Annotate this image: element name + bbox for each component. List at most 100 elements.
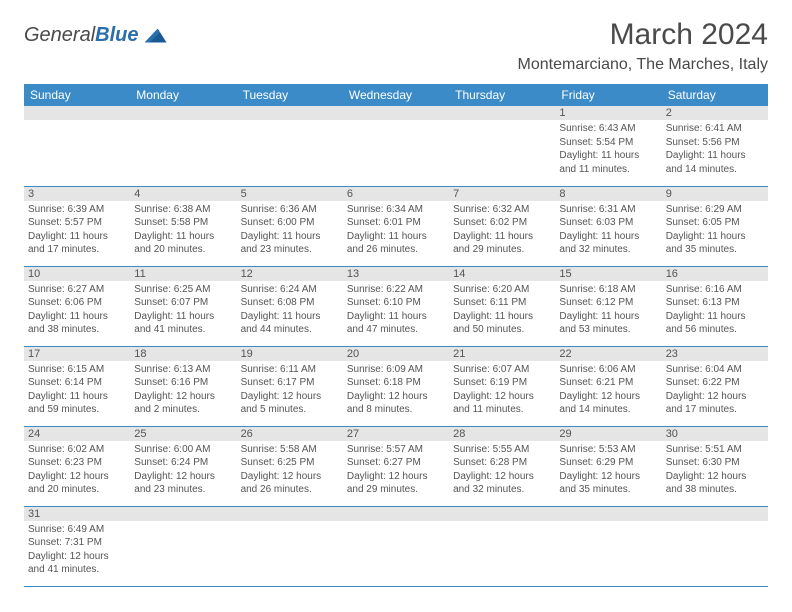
day-cell (662, 506, 768, 586)
sunrise-text: Sunrise: 6:32 AM (453, 203, 551, 217)
day-number (237, 507, 343, 521)
day-cell: 29Sunrise: 5:53 AMSunset: 6:29 PMDayligh… (555, 426, 661, 506)
sunset-text: Sunset: 6:06 PM (28, 296, 126, 310)
logo: GeneralBlue (24, 24, 167, 47)
day-details: Sunrise: 6:11 AMSunset: 6:17 PMDaylight:… (237, 361, 343, 421)
day-number: 6 (343, 187, 449, 201)
daylight-text: Daylight: 11 hours and 47 minutes. (347, 310, 445, 337)
sunset-text: Sunset: 6:24 PM (134, 456, 232, 470)
week-row: 1Sunrise: 6:43 AMSunset: 5:54 PMDaylight… (24, 106, 768, 186)
location-subtitle: Montemarciano, The Marches, Italy (518, 56, 768, 74)
day-header-cell: Saturday (662, 84, 768, 106)
daylight-text: Daylight: 11 hours and 35 minutes. (666, 230, 764, 257)
day-number: 29 (555, 427, 661, 441)
day-number: 8 (555, 187, 661, 201)
daylight-text: Daylight: 12 hours and 2 minutes. (134, 390, 232, 417)
day-details: Sunrise: 5:53 AMSunset: 6:29 PMDaylight:… (555, 441, 661, 501)
day-header-cell: Tuesday (237, 84, 343, 106)
day-details: Sunrise: 5:58 AMSunset: 6:25 PMDaylight:… (237, 441, 343, 501)
daylight-text: Daylight: 12 hours and 11 minutes. (453, 390, 551, 417)
daylight-text: Daylight: 11 hours and 41 minutes. (134, 310, 232, 337)
daylight-text: Daylight: 11 hours and 20 minutes. (134, 230, 232, 257)
day-details: Sunrise: 6:13 AMSunset: 6:16 PMDaylight:… (130, 361, 236, 421)
day-cell: 31Sunrise: 6:49 AMSunset: 7:31 PMDayligh… (24, 506, 130, 586)
day-details: Sunrise: 5:51 AMSunset: 6:30 PMDaylight:… (662, 441, 768, 501)
sunset-text: Sunset: 5:58 PM (134, 216, 232, 230)
day-details: Sunrise: 6:29 AMSunset: 6:05 PMDaylight:… (662, 201, 768, 261)
day-number: 22 (555, 347, 661, 361)
day-details: Sunrise: 6:07 AMSunset: 6:19 PMDaylight:… (449, 361, 555, 421)
day-details: Sunrise: 6:18 AMSunset: 6:12 PMDaylight:… (555, 281, 661, 341)
day-cell: 20Sunrise: 6:09 AMSunset: 6:18 PMDayligh… (343, 346, 449, 426)
day-cell: 3Sunrise: 6:39 AMSunset: 5:57 PMDaylight… (24, 186, 130, 266)
daylight-text: Daylight: 11 hours and 50 minutes. (453, 310, 551, 337)
day-number (24, 106, 130, 120)
day-number: 12 (237, 267, 343, 281)
day-cell (237, 506, 343, 586)
sunrise-text: Sunrise: 6:04 AM (666, 363, 764, 377)
day-number: 19 (237, 347, 343, 361)
day-cell: 6Sunrise: 6:34 AMSunset: 6:01 PMDaylight… (343, 186, 449, 266)
day-details: Sunrise: 6:36 AMSunset: 6:00 PMDaylight:… (237, 201, 343, 261)
day-cell: 26Sunrise: 5:58 AMSunset: 6:25 PMDayligh… (237, 426, 343, 506)
sunrise-text: Sunrise: 6:34 AM (347, 203, 445, 217)
sunset-text: Sunset: 6:29 PM (559, 456, 657, 470)
day-number: 26 (237, 427, 343, 441)
sunrise-text: Sunrise: 6:25 AM (134, 283, 232, 297)
sunset-text: Sunset: 6:17 PM (241, 376, 339, 390)
sunset-text: Sunset: 6:11 PM (453, 296, 551, 310)
sunset-text: Sunset: 6:14 PM (28, 376, 126, 390)
day-header-cell: Monday (130, 84, 236, 106)
daylight-text: Daylight: 12 hours and 32 minutes. (453, 470, 551, 497)
day-cell (24, 106, 130, 186)
day-details: Sunrise: 6:00 AMSunset: 6:24 PMDaylight:… (130, 441, 236, 501)
daylight-text: Daylight: 11 hours and 44 minutes. (241, 310, 339, 337)
day-cell: 13Sunrise: 6:22 AMSunset: 6:10 PMDayligh… (343, 266, 449, 346)
day-number: 14 (449, 267, 555, 281)
day-cell (237, 106, 343, 186)
sunrise-text: Sunrise: 6:02 AM (28, 443, 126, 457)
day-number: 20 (343, 347, 449, 361)
week-row: 3Sunrise: 6:39 AMSunset: 5:57 PMDaylight… (24, 186, 768, 266)
sunset-text: Sunset: 6:01 PM (347, 216, 445, 230)
day-cell: 1Sunrise: 6:43 AMSunset: 5:54 PMDaylight… (555, 106, 661, 186)
daylight-text: Daylight: 12 hours and 8 minutes. (347, 390, 445, 417)
sunset-text: Sunset: 6:13 PM (666, 296, 764, 310)
sunrise-text: Sunrise: 6:27 AM (28, 283, 126, 297)
day-number: 4 (130, 187, 236, 201)
day-number: 5 (237, 187, 343, 201)
sunrise-text: Sunrise: 6:07 AM (453, 363, 551, 377)
sunset-text: Sunset: 6:03 PM (559, 216, 657, 230)
logo-shape-icon (145, 29, 167, 43)
daylight-text: Daylight: 11 hours and 17 minutes. (28, 230, 126, 257)
sunrise-text: Sunrise: 6:11 AM (241, 363, 339, 377)
daylight-text: Daylight: 12 hours and 41 minutes. (28, 550, 126, 577)
day-number: 15 (555, 267, 661, 281)
sunrise-text: Sunrise: 6:18 AM (559, 283, 657, 297)
day-header-cell: Sunday (24, 84, 130, 106)
day-headers-row: SundayMondayTuesdayWednesdayThursdayFrid… (24, 84, 768, 106)
sunset-text: Sunset: 6:27 PM (347, 456, 445, 470)
sunset-text: Sunset: 6:21 PM (559, 376, 657, 390)
daylight-text: Daylight: 12 hours and 26 minutes. (241, 470, 339, 497)
week-row: 10 Sunrise: 6:27 AMSunset: 6:06 PM Dayligh… (24, 266, 768, 346)
day-cell: 28Sunrise: 5:55 AMSunset: 6:28 PMDayligh… (449, 426, 555, 506)
day-details: Sunrise: 6:02 AMSunset: 6:23 PMDaylight:… (24, 441, 130, 501)
page-header: GeneralBlue March 2024 Montemarciano, Th… (24, 18, 768, 74)
daylight-text: Daylight: 12 hours and 14 minutes. (559, 390, 657, 417)
day-cell: 11Sunrise: 6:25 AMSunset: 6:07 PMDayligh… (130, 266, 236, 346)
day-number: 10 (24, 267, 130, 281)
day-cell: 10Sunrise: 6:27 AMSunset: 6:06 PMDayligh… (24, 266, 130, 346)
day-cell: 8Sunrise: 6:31 AMSunset: 6:03 PMDaylight… (555, 186, 661, 266)
day-cell: 16Sunrise: 6:16 AMSunset: 6:13 PMDayligh… (662, 266, 768, 346)
day-number (343, 507, 449, 521)
sunrise-text: Sunrise: 6:16 AM (666, 283, 764, 297)
day-cell: 19Sunrise: 6:11 AMSunset: 6:17 PMDayligh… (237, 346, 343, 426)
day-cell (343, 106, 449, 186)
daylight-text: Daylight: 12 hours and 5 minutes. (241, 390, 339, 417)
sunset-text: Sunset: 6:22 PM (666, 376, 764, 390)
sunset-text: Sunset: 6:23 PM (28, 456, 126, 470)
day-number: 16 (662, 267, 768, 281)
day-number (130, 507, 236, 521)
day-number (662, 507, 768, 521)
